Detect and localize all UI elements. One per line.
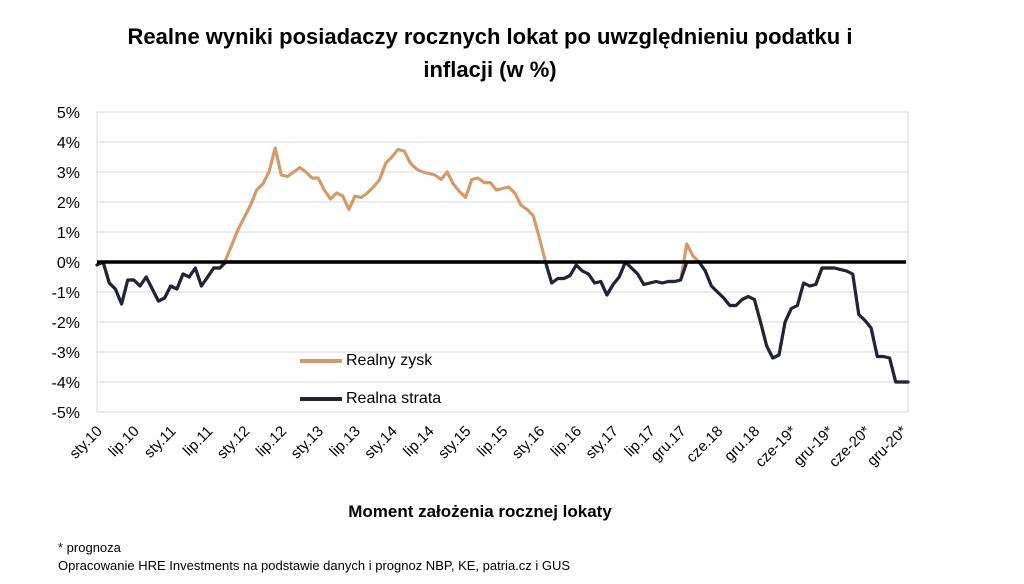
y-tick-label: 0%	[57, 255, 80, 272]
x-tick-label: cze-19*	[752, 423, 800, 471]
x-tick-label: lip.10	[105, 423, 142, 460]
y-tick-label: 5%	[57, 105, 80, 122]
x-tick-label: lip.14	[400, 423, 437, 460]
x-tick-label: cze-20*	[826, 423, 874, 471]
chart-title-line-1: Realne wyniki posiadaczy rocznych lokat …	[127, 24, 853, 49]
y-tick-label: -4%	[52, 375, 80, 392]
y-tick-label: -3%	[52, 345, 80, 362]
legend-label-realna-strata: Realna strata	[346, 390, 442, 407]
x-tick-label: gru-20*	[864, 423, 911, 470]
x-tick-label: sty.10	[66, 423, 106, 463]
x-tick-label: sty.17	[582, 423, 622, 463]
footnote: * prognoza	[58, 540, 121, 555]
y-tick-label: 3%	[57, 165, 80, 182]
y-tick-label: -2%	[52, 315, 80, 332]
x-tick-label: sty.12	[214, 423, 254, 463]
x-tick-label: lip.11	[180, 423, 217, 460]
x-tick-label: sty.13	[287, 423, 327, 463]
x-tick-label: sty.16	[509, 423, 549, 463]
legend-item-realna-strata: Realna strata	[300, 390, 441, 408]
x-axis-title: Moment założenia rocznej lokaty	[348, 502, 612, 521]
y-tick-label: 2%	[57, 195, 80, 212]
chart-title: Realne wyniki posiadaczy rocznych lokat …	[60, 20, 920, 86]
source-note: Opracowanie HRE Investments na podstawie…	[58, 558, 571, 573]
legend-item-realny-zysk: Realny zysk	[300, 352, 432, 370]
legend-label-realny-zysk: Realny zysk	[346, 352, 433, 369]
y-tick-label: -1%	[52, 285, 80, 302]
chart-title-line-2: inflacji (w %)	[423, 57, 557, 82]
series-line-realny-zysk	[95, 146, 910, 384]
y-tick-label: 4%	[57, 135, 80, 152]
x-tick-label: lip.16	[548, 423, 585, 460]
x-tick-label: lip.12	[253, 423, 290, 460]
x-tick-label: cze.18	[683, 423, 726, 466]
x-tick-label: lip.15	[474, 423, 511, 460]
x-tick-label: sty.15	[435, 423, 475, 463]
legend-swatch-realny-zysk	[300, 359, 342, 363]
x-tick-label: sty.14	[361, 423, 401, 463]
line-chart: 5%4%3%2%1%0%-1%-2%-3%-4%-5%sty.10 lip.10s…	[52, 105, 911, 471]
x-tick-label: lip.13	[326, 423, 363, 460]
x-tick-label: sty.11	[141, 423, 180, 462]
legend-swatch-realna-strata	[300, 397, 342, 401]
x-tick-label: gru.17	[647, 423, 689, 465]
y-tick-label: -5%	[52, 405, 80, 422]
y-tick-label: 1%	[57, 225, 80, 242]
